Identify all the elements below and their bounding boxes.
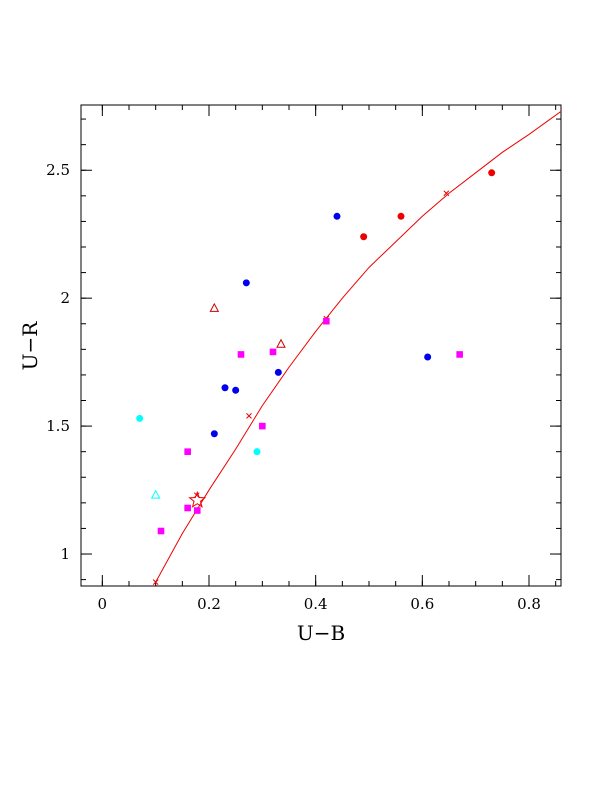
circle-point: [488, 169, 496, 177]
circle-point: [232, 386, 240, 394]
square-point: [184, 448, 191, 455]
circle-point: [253, 448, 261, 456]
curve-cross-marker: [443, 190, 450, 197]
square-point: [259, 422, 266, 430]
circle-point: [274, 368, 282, 376]
x-tick-label: 0.2: [197, 595, 221, 613]
x-axis-label: U−B: [297, 621, 345, 645]
circle-point: [210, 430, 218, 438]
square-point: [184, 504, 191, 512]
square-point: [193, 507, 201, 514]
square-point: [323, 317, 330, 325]
circle-point: [242, 279, 250, 287]
circle-point: [360, 233, 368, 241]
data-points: [136, 169, 496, 535]
circle-point: [136, 414, 144, 422]
star-point: [188, 490, 207, 508]
y-tick-label: 1: [60, 545, 70, 563]
triangle-point: [209, 302, 220, 312]
axis-ticks: [81, 105, 561, 586]
circle-point: [221, 384, 229, 392]
y-tick-label: 2.5: [46, 161, 70, 179]
plot-frame: [80, 104, 562, 587]
axis-tick-labels: 0 0.2 0.4 0.6 0.8 1 1.5 2 2.5: [46, 161, 541, 613]
x-tick-label: 0.4: [304, 595, 328, 613]
curve-cross-marker: [152, 579, 159, 586]
circle-point: [333, 212, 341, 220]
triangle-point: [276, 338, 286, 348]
square-point: [456, 351, 463, 358]
model-curve: [152, 110, 562, 586]
circle-point: [397, 212, 405, 220]
x-tick-label: 0.6: [410, 595, 434, 613]
square-point: [237, 351, 245, 358]
curve-line: [155, 110, 562, 583]
curve-cross-marker: [246, 413, 252, 419]
y-tick-label: 1.5: [46, 417, 70, 435]
x-tick-label: 0.8: [517, 595, 541, 613]
x-tick-label: 0: [98, 595, 108, 613]
square-point: [269, 348, 277, 356]
square-point: [157, 527, 165, 535]
circle-point: [424, 353, 432, 361]
y-tick-label: 2: [60, 289, 70, 307]
triangle-point: [150, 489, 161, 499]
y-axis-label: U−R: [18, 321, 42, 371]
